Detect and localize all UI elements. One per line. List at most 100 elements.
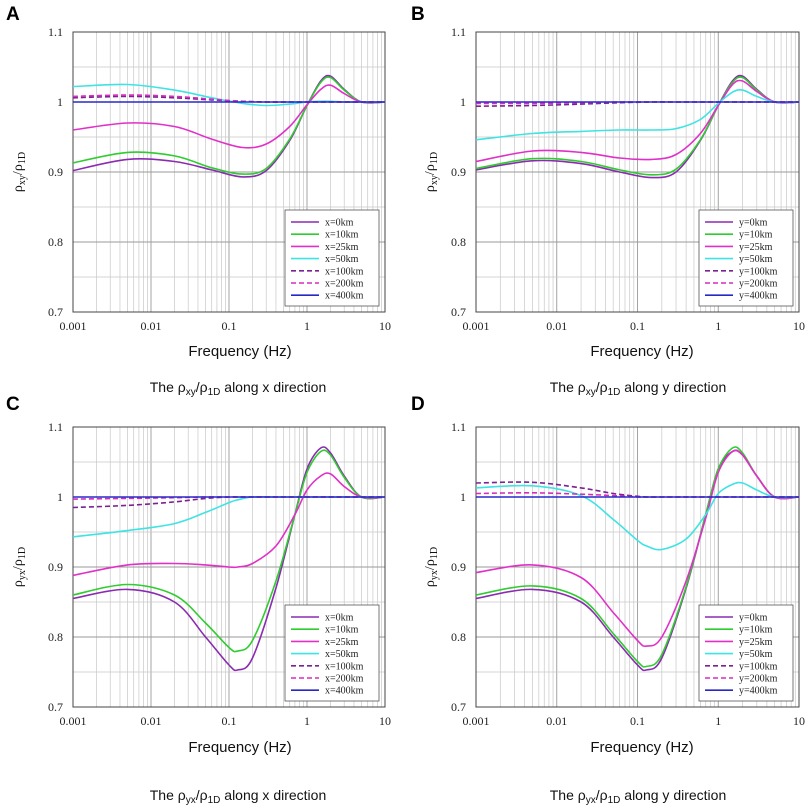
y-tick-label: 0.7 (451, 305, 466, 319)
legend-label: y=25km (739, 637, 773, 648)
legend-label: x=400km (325, 686, 364, 697)
y-label-rho: ρ (11, 580, 26, 587)
x-tick-label: 1 (304, 319, 310, 333)
legend-label: x=400km (325, 291, 364, 302)
y-label-slash: / (423, 566, 438, 570)
series-line-x-10km (73, 449, 385, 653)
y-tick-label: 0.8 (48, 630, 63, 644)
y-label-sub: yx (429, 570, 440, 580)
caption-sub: yx (186, 795, 196, 806)
legend-label: x=100km (325, 661, 364, 672)
plot-frame (475, 31, 800, 313)
panel-d: D 0.001 0.01 0.1 1 10 0.7 0.8 0.9 1 1.1 Frequency (… (411, 394, 805, 806)
legend-label: x=50km (325, 254, 359, 265)
caption-sub: 1D (608, 795, 621, 806)
y-label-rho: ρ (423, 580, 438, 587)
y-tick-label: 0.7 (451, 700, 466, 714)
x-tick-label: 1 (715, 714, 721, 728)
y-axis-label: ρxy/ρ1D (423, 152, 440, 192)
legend-label: y=100km (739, 266, 778, 277)
y-label-sub: 1D (429, 152, 440, 164)
y-tick-label: 0.9 (451, 165, 466, 179)
legend-label: x=0km (325, 218, 354, 229)
y-tick-label: 1 (57, 95, 63, 109)
legend-label: x=100km (325, 266, 364, 277)
caption-text: along y direction (620, 379, 726, 395)
x-tick-label: 1 (304, 714, 310, 728)
y-tick-label: 0.8 (451, 630, 466, 644)
series-line-x-10km (73, 76, 385, 175)
x-axis-label: Frequency (Hz) (590, 739, 693, 756)
y-label-sub: xy (429, 175, 440, 185)
legend-label: y=50km (739, 254, 773, 265)
y-tick-label: 1 (460, 490, 466, 504)
panel-caption: The ρxy/ρ1D along x direction (150, 379, 326, 398)
caption-rho: ρ (178, 787, 186, 803)
series-line-x-25km (73, 472, 385, 577)
x-tick-label: 0.1 (630, 714, 645, 728)
y-tick-label: 1 (57, 490, 63, 504)
legend-label: y=400km (739, 686, 778, 697)
x-tick-label: 0.001 (463, 714, 490, 728)
y-tick-label: 1 (460, 95, 466, 109)
series-group (73, 446, 385, 672)
legend-label: y=50km (739, 649, 773, 660)
caption-sub: 1D (608, 387, 621, 398)
y-tick-label: 0.7 (48, 305, 63, 319)
series-line-y-10km (476, 76, 799, 176)
x-tick-label: 10 (793, 714, 805, 728)
x-tick-label: 10 (793, 319, 805, 333)
caption-slash: / (196, 379, 200, 395)
y-label-slash: / (11, 566, 26, 570)
x-tick-label: 0.001 (60, 714, 87, 728)
x-tick-label: 0.001 (60, 319, 87, 333)
y-label-slash: / (11, 171, 26, 175)
y-label-sub: yx (17, 570, 28, 580)
y-tick-label: 0.9 (451, 560, 466, 574)
plot-frame (475, 426, 800, 708)
panel-letter: A (6, 4, 20, 25)
x-axis-label: Frequency (Hz) (188, 343, 291, 360)
legend-label: x=50km (325, 649, 359, 660)
caption-rho: ρ (578, 379, 586, 395)
caption-rho: ρ (578, 787, 586, 803)
panel-caption: The ρyx/ρ1D along y direction (550, 787, 726, 806)
caption-rho: ρ (200, 787, 208, 803)
y-label-slash: / (423, 171, 438, 175)
y-tick-label: 1.1 (48, 25, 63, 39)
caption-sub: 1D (208, 795, 221, 806)
legend-box (284, 604, 380, 702)
caption-text: along y direction (620, 787, 726, 803)
caption-text: The (550, 379, 578, 395)
y-label-rho: ρ (11, 559, 26, 566)
y-axis-label: ρxy/ρ1D (11, 152, 28, 192)
x-tick-label: 10 (379, 714, 391, 728)
series-line-y-50km (476, 89, 799, 141)
plot-frame (72, 31, 386, 313)
y-label-sub: 1D (429, 547, 440, 559)
legend-label: y=10km (739, 230, 773, 241)
legend-label: x=10km (325, 625, 359, 636)
series-line-y-25km (476, 449, 799, 648)
x-tick-label: 1 (715, 319, 721, 333)
y-label-rho: ρ (423, 164, 438, 171)
caption-text: The (150, 787, 178, 803)
legend-label: x=0km (325, 613, 354, 624)
series-line-y-50km (476, 481, 799, 551)
x-tick-label: 10 (379, 319, 391, 333)
y-tick-label: 0.8 (451, 235, 466, 249)
caption-text: The (550, 787, 578, 803)
series-group (73, 74, 385, 178)
legend-label: y=200km (739, 279, 778, 290)
x-tick-label: 0.01 (546, 714, 567, 728)
series-group (476, 74, 799, 179)
x-axis-label: Frequency (Hz) (188, 739, 291, 756)
y-tick-label: 0.7 (48, 700, 63, 714)
y-tick-label: 0.9 (48, 165, 63, 179)
y-tick-label: 0.8 (48, 235, 63, 249)
y-axis-label: ρyx/ρ1D (11, 547, 28, 587)
plot-frame (72, 426, 386, 708)
